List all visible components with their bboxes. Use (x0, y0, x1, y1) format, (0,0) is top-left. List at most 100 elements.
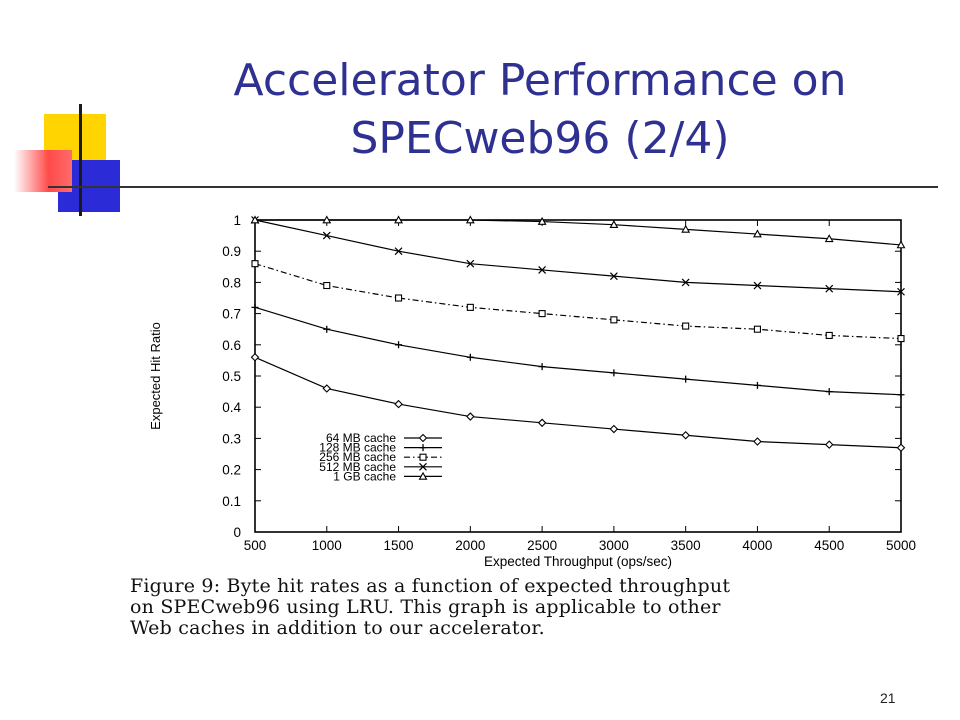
data-point (250, 353, 260, 362)
data-point (395, 341, 403, 349)
data-point (753, 325, 761, 333)
data-point (609, 220, 619, 229)
x-tick-label: 500 (244, 538, 267, 553)
data-point (395, 294, 403, 302)
y-tick-label: 0 (233, 525, 241, 540)
plot-area-frame (254, 219, 902, 533)
data-point (537, 418, 547, 428)
x-tick-label: 2000 (455, 538, 485, 553)
chart-series (250, 215, 906, 453)
data-point (897, 335, 905, 343)
figure-caption: Figure 9: Byte hit rates as a function o… (130, 576, 930, 639)
series-line (255, 219, 902, 246)
legend-marker (419, 453, 427, 461)
x-tick-label: 4500 (814, 538, 844, 553)
data-point (682, 375, 690, 383)
series-5 (250, 215, 906, 249)
data-point (753, 437, 762, 446)
x-tick-label: 3000 (599, 538, 629, 553)
data-point (681, 224, 691, 233)
x-tick-label: 1500 (384, 538, 414, 553)
legend-marker (418, 433, 428, 443)
data-point (394, 399, 403, 409)
title-underline (48, 186, 938, 188)
y-axis-label: Expected Hit Ratio (148, 322, 163, 430)
data-point (753, 281, 762, 290)
series-1 (250, 353, 906, 453)
data-point (897, 287, 905, 296)
data-point (610, 316, 618, 324)
data-point (394, 247, 403, 256)
x-tick-label: 1000 (312, 538, 342, 553)
x-tick-label: 4000 (742, 538, 772, 553)
y-tick-label: 0.7 (222, 307, 241, 322)
series-line (254, 263, 902, 340)
data-point (753, 381, 761, 389)
data-point (610, 369, 618, 377)
x-tick-label: 2500 (527, 538, 557, 553)
data-point (824, 234, 834, 243)
legend-label: 1 GB cache (333, 469, 396, 483)
data-point (609, 424, 619, 434)
y-tick-label: 0.8 (222, 275, 241, 290)
legend-marker (419, 462, 427, 471)
legend-label: 128 MB cache (319, 441, 396, 455)
data-point (538, 310, 546, 318)
data-point (896, 443, 906, 453)
data-point (825, 331, 833, 339)
data-point (466, 353, 474, 361)
data-point (251, 260, 259, 268)
data-point (322, 215, 332, 224)
data-point (466, 303, 474, 311)
data-point (753, 229, 762, 238)
y-tick-label: 0.6 (222, 338, 241, 353)
slide-number: 21 (880, 690, 896, 706)
legend-marker (419, 444, 427, 452)
slide-title: Accelerator Performance on SPECweb96 (2/… (150, 52, 930, 168)
chart-tick-marks (254, 219, 902, 533)
data-point (322, 231, 331, 240)
data-point (825, 388, 833, 396)
data-point (538, 363, 546, 371)
x-axis-label: Expected Throughput (ops/sec) (484, 554, 672, 569)
slide-title-line-2: SPECweb96 (2/4) (350, 113, 730, 164)
data-point (896, 240, 906, 249)
series-3 (251, 260, 905, 343)
legend-label: 512 MB cache (319, 460, 396, 474)
x-tick-label: 5000 (886, 538, 916, 553)
x-tick-label: 3500 (671, 538, 701, 553)
data-point (538, 265, 547, 274)
chart-axes: 500 1000 1500 2000 2500 3000 3500 4000 4500 5000 0… (222, 213, 916, 553)
y-tick-label: 0.1 (222, 494, 241, 509)
data-point (681, 431, 690, 440)
data-point (323, 281, 331, 290)
hit-ratio-chart: 500 1000 1500 2000 2500 3000 3500 4000 4500 5000 0… (148, 213, 916, 569)
data-point (824, 440, 834, 449)
y-tick-label: 1 (233, 213, 241, 228)
series-2 (251, 303, 905, 399)
data-point (466, 412, 475, 421)
series-line (254, 356, 902, 449)
y-tick-label: 0.2 (222, 463, 241, 478)
legend-label: 64 MB cache (326, 431, 396, 445)
data-point (825, 284, 834, 293)
y-tick-label: 0.9 (222, 244, 241, 259)
slide-title-line-1: Accelerator Performance on (233, 55, 847, 106)
data-point (322, 384, 332, 393)
decorative-red-bar (14, 150, 72, 192)
legend-label: 256 MB cache (319, 450, 396, 464)
caption-line-2: on SPECweb96 using LRU. This graph is ap… (130, 596, 721, 618)
data-point (466, 259, 475, 268)
data-point (897, 391, 905, 399)
data-point (609, 272, 618, 281)
y-tick-label: 0.3 (222, 431, 241, 446)
data-point (681, 278, 690, 287)
legend-marker (418, 471, 428, 480)
data-point (465, 215, 475, 224)
series-line (254, 219, 902, 293)
data-point (250, 215, 260, 224)
caption-line-3: Web caches in addition to our accelerato… (130, 617, 545, 639)
data-point (537, 216, 547, 225)
data-point (251, 303, 259, 311)
